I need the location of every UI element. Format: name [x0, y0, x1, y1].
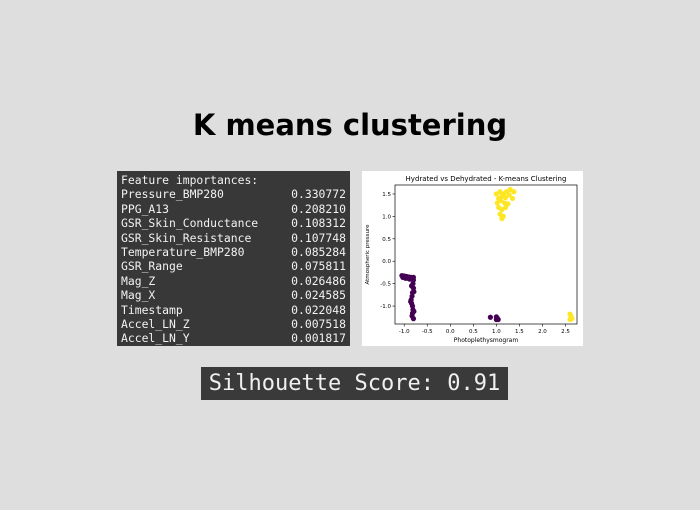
x-tick-label: 0.5 — [469, 329, 478, 335]
y-tick-label: 0.5 — [382, 237, 391, 243]
feature-row: Timestamp 0.022048 — [121, 303, 346, 317]
feature-row: Accel_LN_Z 0.007518 — [121, 317, 346, 331]
feature-name: GSR_Skin_Conductance — [121, 216, 259, 231]
feature-row: GSR_Range 0.075811 — [121, 259, 346, 273]
x-tick-label: 2.5 — [561, 329, 570, 335]
x-tick-label: 1.0 — [492, 329, 501, 335]
cluster-1-point — [506, 192, 512, 198]
feature-value: 0.085284 — [291, 244, 346, 259]
feature-name: GSR_Range — [121, 259, 183, 274]
feature-value: 0.026486 — [291, 273, 346, 288]
feature-name: Accel_LN_Z — [121, 316, 190, 331]
cluster-scatter-plot: Hydrated vs Dehydrated - K-means Cluster… — [362, 171, 583, 346]
cluster-0-point — [408, 283, 415, 289]
cluster-0-point — [411, 289, 417, 295]
feature-value: 0.330772 — [291, 187, 346, 202]
cluster-1-point — [502, 194, 509, 201]
cluster-1-point — [511, 189, 517, 195]
cluster-1-point — [502, 204, 509, 211]
feature-name: Mag_X — [121, 288, 156, 303]
x-tick-label: -1.0 — [399, 329, 410, 335]
feature-value: 0.024585 — [291, 288, 346, 303]
y-tick-label: -1.0 — [380, 304, 391, 310]
y-axis-label: Atmospheric pressure — [365, 224, 371, 285]
feature-value: 0.108312 — [291, 216, 346, 231]
feature-name: Temperature_BMP280 — [121, 244, 245, 259]
y-tick-label: 1.0 — [382, 214, 391, 220]
feature-row: PPG_A13 0.208210 — [121, 202, 346, 216]
x-tick-label: 1.5 — [515, 329, 524, 335]
cluster-1-point — [567, 316, 573, 323]
scatter-chart: Hydrated vs Dehydrated - K-means Cluster… — [365, 175, 578, 344]
feature-value: 0.007518 — [291, 316, 346, 331]
feature-name: Pressure_BMP280 — [121, 187, 224, 202]
x-tick-label: 2.0 — [538, 329, 547, 335]
cluster-1-point — [499, 216, 505, 222]
feature-row: Pressure_BMP280 0.330772 — [121, 187, 346, 201]
cluster-0-point — [410, 316, 417, 322]
cluster-1-point — [509, 195, 516, 202]
feature-value: 0.075811 — [291, 259, 346, 274]
y-tick-label: 1.5 — [382, 192, 391, 198]
feature-name: Accel_LN_Y — [121, 331, 190, 346]
feature-row: GSR_Skin_Conductance 0.108312 — [121, 216, 346, 230]
chart-title: Hydrated vs Dehydrated - K-means Cluster… — [406, 175, 567, 183]
x-tick-label: -0.5 — [422, 329, 433, 335]
feature-name: Mag_Z — [121, 273, 156, 288]
feature-importances-header: Feature importances: — [121, 173, 259, 187]
cluster-0-point — [487, 314, 493, 320]
x-tick-label: 0.0 — [446, 329, 455, 335]
feature-importances-panel: Feature importances: Pressure_BMP280 0.33… — [117, 171, 350, 346]
x-axis-label: Photoplethysmogram — [454, 337, 519, 344]
y-tick-label: 0.0 — [382, 259, 391, 265]
feature-value: 0.107748 — [291, 230, 346, 245]
feature-row: Accel_LN_Y 0.001817 — [121, 331, 346, 345]
feature-name: GSR_Skin_Resistance — [121, 230, 252, 245]
feature-name: PPG_A13 — [121, 201, 170, 216]
feature-row: Mag_Z 0.026486 — [121, 274, 346, 288]
page-title: K means clustering — [192, 108, 508, 142]
plot-frame — [394, 184, 578, 325]
feature-value: 0.022048 — [291, 302, 346, 317]
cluster-0-point — [493, 316, 499, 323]
feature-row: Temperature_BMP280 0.085284 — [121, 245, 346, 259]
feature-value: 0.208210 — [291, 201, 346, 216]
feature-name: Timestamp — [121, 302, 183, 317]
feature-value: 0.001817 — [291, 331, 346, 346]
feature-row: Mag_X 0.024585 — [121, 288, 346, 302]
cluster-0-point — [408, 298, 414, 305]
silhouette-score: Silhouette Score: 0.91 — [201, 367, 508, 400]
cluster-0-point — [411, 308, 417, 315]
feature-row: GSR_Skin_Resistance 0.107748 — [121, 231, 346, 245]
feature-importances-list: Pressure_BMP280 0.330772 PPG_A13 0.208210 GS… — [121, 187, 346, 345]
y-tick-label: -0.5 — [380, 282, 391, 288]
